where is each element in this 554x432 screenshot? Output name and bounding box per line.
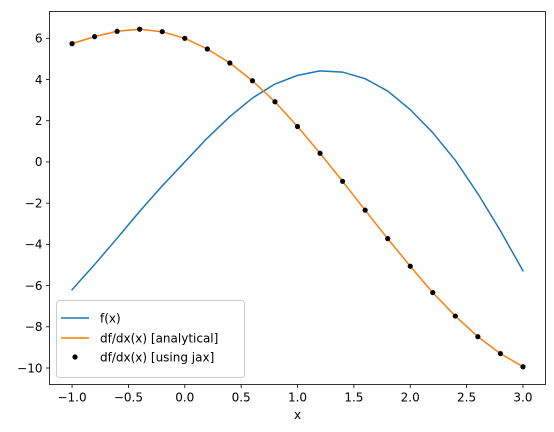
- legend-label-analytical: df/dx(x) [analytical]: [100, 332, 218, 346]
- series-layer: [69, 26, 526, 370]
- legend-box: [56, 300, 245, 378]
- data-point: [114, 28, 120, 34]
- data-point: [204, 46, 210, 52]
- data-point: [362, 207, 368, 213]
- x-axis-label: x: [294, 408, 301, 422]
- y-axis-ticks: −10 −8 −6 −4 −2 0 2 4 6: [17, 32, 50, 375]
- y-tick-label: 0: [35, 155, 43, 169]
- x-tick-label: 0.0: [175, 391, 194, 405]
- data-point: [339, 178, 346, 184]
- y-tick-label: −10: [17, 361, 42, 375]
- x-tick-label: 1.5: [344, 391, 363, 405]
- data-point: [69, 41, 75, 47]
- data-point: [272, 99, 278, 105]
- data-point: [317, 150, 323, 156]
- legend-label-f: f(x): [100, 312, 121, 326]
- x-tick-label: 3.0: [513, 391, 532, 405]
- data-point: [137, 26, 143, 32]
- data-point: [182, 35, 188, 41]
- x-tick-label: −0.5: [114, 391, 143, 405]
- data-point: [520, 364, 526, 370]
- x-tick-label: −1.0: [57, 391, 86, 405]
- legend-label-jax: df/dx(x) [using jax]: [100, 351, 214, 365]
- x-tick-label: 0.5: [232, 391, 251, 405]
- data-point: [294, 123, 301, 130]
- data-point: [385, 236, 391, 242]
- data-point: [497, 350, 504, 357]
- data-point: [159, 29, 165, 35]
- x-axis-ticks: −1.0 −0.5 0.0 0.5 1.0 1.5 2.0 2.5 3.0: [57, 384, 533, 405]
- x-tick-label: 1.0: [288, 391, 307, 405]
- y-tick-label: 2: [35, 114, 43, 128]
- data-point: [249, 78, 256, 84]
- y-tick-label: 4: [35, 73, 43, 87]
- data-point: [91, 34, 98, 40]
- legend-marker-jax: [72, 354, 78, 360]
- y-tick-label: −8: [25, 320, 43, 334]
- data-point: [452, 313, 458, 319]
- y-tick-label: 6: [35, 32, 43, 46]
- y-tick-label: −2: [25, 196, 43, 210]
- series-line-0: [70, 70, 524, 291]
- data-point: [430, 289, 436, 296]
- legend: f(x) df/dx(x) [analytical] df/dx(x) [usi…: [56, 300, 245, 378]
- y-tick-label: −6: [25, 279, 43, 293]
- data-point: [227, 60, 233, 66]
- data-point: [407, 263, 413, 269]
- data-point: [475, 334, 481, 340]
- y-tick-label: −4: [25, 238, 43, 252]
- x-tick-label: 2.5: [457, 391, 476, 405]
- x-tick-label: 2.0: [401, 391, 420, 405]
